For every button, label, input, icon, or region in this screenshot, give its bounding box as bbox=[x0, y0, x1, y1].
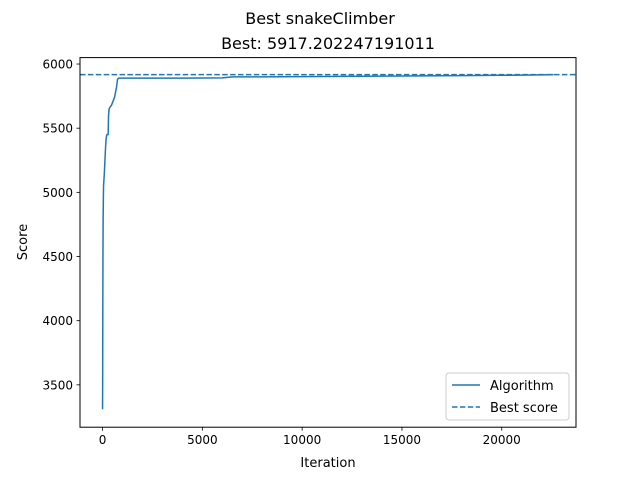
x-tick-label: 5000 bbox=[187, 433, 218, 447]
x-tick-label: 15000 bbox=[383, 433, 421, 447]
y-tick-label: 4500 bbox=[42, 250, 73, 264]
legend-label-best-score: Best score bbox=[490, 401, 558, 416]
series-layer bbox=[80, 73, 576, 410]
series-line-algorithm bbox=[101, 73, 554, 410]
x-tick-label: 10000 bbox=[283, 433, 321, 447]
y-axis: 3500 4000 4500 5000 5500 6000 bbox=[42, 58, 80, 392]
legend: Algorithm Best score bbox=[445, 372, 570, 421]
x-axis-label: Iteration bbox=[300, 456, 355, 471]
y-axis-label: Score bbox=[16, 224, 31, 260]
y-tick-label: 4000 bbox=[42, 314, 73, 328]
chart-title: Best: 5917.202247191011 bbox=[221, 34, 435, 53]
x-tick-label: 0 bbox=[99, 433, 107, 447]
plot-area bbox=[80, 73, 576, 410]
y-tick-label: 6000 bbox=[42, 58, 73, 72]
x-tick-label: 20000 bbox=[483, 433, 521, 447]
y-tick-label: 5500 bbox=[42, 122, 73, 136]
y-tick-label: 5000 bbox=[42, 186, 73, 200]
chart-suptitle: Best snakeClimber bbox=[245, 9, 395, 28]
plot-frame bbox=[79, 57, 577, 428]
y-tick-label: 3500 bbox=[42, 378, 73, 392]
x-axis: 0 5000 10000 15000 20000 bbox=[99, 427, 521, 447]
legend-label-algorithm: Algorithm bbox=[490, 379, 554, 394]
